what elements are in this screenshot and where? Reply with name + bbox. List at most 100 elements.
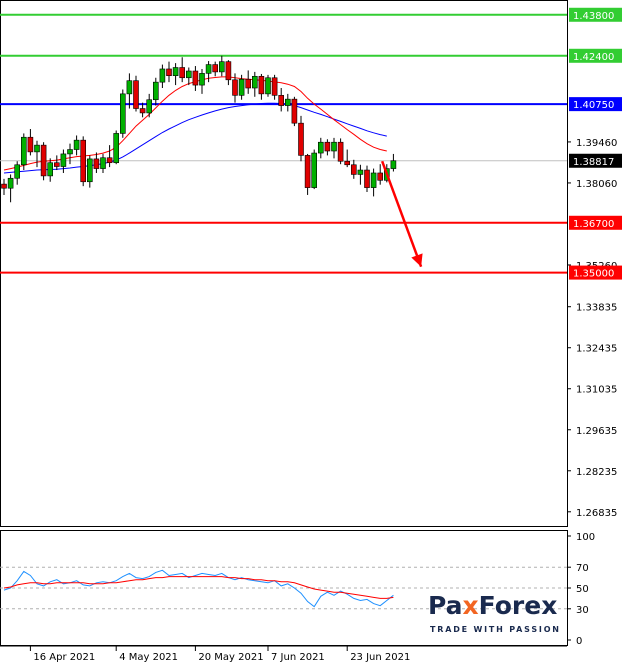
candle-body	[120, 93, 126, 134]
svg-text:PaxForex: PaxForex	[428, 591, 557, 620]
candle	[252, 71, 258, 97]
price-plot-frame	[0, 0, 568, 527]
level-tag-label: 1.35000	[573, 269, 614, 280]
candle	[159, 64, 166, 89]
level-tag	[569, 7, 622, 22]
candle	[179, 57, 185, 83]
candle-body	[284, 98, 291, 106]
time-axis: 16 Apr 2021 4 May 2021 20 May 2021 7 Jun 20…	[0, 645, 567, 663]
candle-body	[34, 144, 40, 153]
candle-body	[153, 81, 159, 101]
level-tag	[569, 97, 622, 112]
candle-body	[271, 77, 278, 96]
candle	[40, 142, 47, 181]
candle	[146, 93, 152, 118]
candle	[34, 140, 40, 168]
moving-average-slow	[3, 102, 387, 174]
candle	[258, 73, 265, 100]
time-tick-label: 16 Apr 2021	[33, 652, 95, 663]
paxforex-logo: PaxForex TRADE WITH PASSION	[428, 591, 559, 634]
candle	[192, 66, 199, 91]
candle-body	[146, 99, 152, 114]
price-tick-label: 1.38060	[576, 179, 617, 190]
oscillator-axis: 100 70 50 30 0	[567, 532, 595, 647]
candle	[324, 139, 331, 156]
candle	[47, 158, 54, 182]
price-tick-label: 1.26835	[576, 508, 617, 519]
oscillator-levels	[0, 566, 567, 610]
candle-body	[205, 64, 212, 74]
price-axis: 1.394601.380601.352601.338351.324351.310…	[567, 7, 622, 519]
price-tick-label: 1.29635	[576, 426, 617, 437]
candle-body	[357, 169, 364, 175]
candle	[53, 155, 60, 171]
candle	[139, 102, 146, 118]
candle-body	[258, 75, 265, 95]
candle	[73, 135, 80, 156]
candle	[232, 73, 238, 103]
candle-body	[80, 139, 86, 183]
candle-body	[377, 172, 384, 181]
candle	[186, 67, 192, 86]
candle	[1, 178, 7, 195]
candle-body	[73, 139, 80, 150]
candle	[126, 73, 133, 109]
candle-body	[311, 152, 318, 188]
candle	[357, 164, 364, 185]
candles	[1, 55, 397, 203]
candle-body	[324, 141, 331, 152]
candle-body	[47, 162, 54, 177]
candle	[133, 75, 139, 112]
candle	[271, 74, 278, 100]
candle	[106, 145, 113, 168]
candle-body	[139, 108, 146, 114]
candle	[7, 174, 14, 203]
candle	[304, 153, 311, 195]
candle-body	[133, 80, 139, 109]
candle	[390, 153, 397, 172]
candle-body	[87, 158, 93, 183]
candle	[120, 89, 126, 138]
current-price-tag	[569, 153, 622, 168]
time-tick-label: 20 May 2021	[198, 652, 263, 663]
candle-body	[364, 169, 370, 188]
candle	[93, 152, 100, 173]
candle-body	[390, 160, 397, 169]
candle-body	[192, 70, 199, 86]
candle	[199, 68, 205, 94]
price-panel: 1.394601.380601.352601.338351.324351.310…	[0, 0, 622, 527]
candle	[298, 115, 304, 162]
candle	[284, 93, 291, 112]
candle-body	[219, 61, 225, 73]
candle-body	[14, 164, 20, 179]
candle-body	[20, 136, 27, 166]
candle-body	[1, 183, 7, 189]
candle	[245, 70, 251, 94]
forecast-arrow-head	[411, 253, 423, 267]
current-price-label: 1.38817	[573, 157, 614, 168]
candle	[317, 137, 324, 159]
candle-body	[166, 68, 172, 77]
price-tick-label: 1.33835	[576, 303, 617, 314]
candle	[172, 63, 179, 86]
candle-body	[265, 77, 271, 95]
candle-body	[212, 64, 218, 73]
candle	[278, 88, 285, 112]
candle-body	[278, 95, 285, 106]
candle	[20, 133, 27, 171]
level-tag-label: 1.40750	[573, 100, 614, 111]
oscillator-tick-label: 70	[576, 563, 589, 574]
candle	[87, 155, 93, 188]
candle-body	[100, 157, 106, 169]
candle	[60, 149, 67, 173]
candle-body	[159, 68, 166, 83]
level-tag-label: 1.42400	[573, 52, 614, 63]
oscillator-line-signal	[3, 576, 394, 599]
candle	[80, 136, 86, 187]
candle-body	[113, 133, 119, 164]
candle	[337, 138, 344, 165]
candle-body	[40, 144, 47, 177]
candle	[225, 60, 232, 86]
candle-body	[60, 153, 67, 167]
logo-text-x: x	[463, 591, 479, 620]
